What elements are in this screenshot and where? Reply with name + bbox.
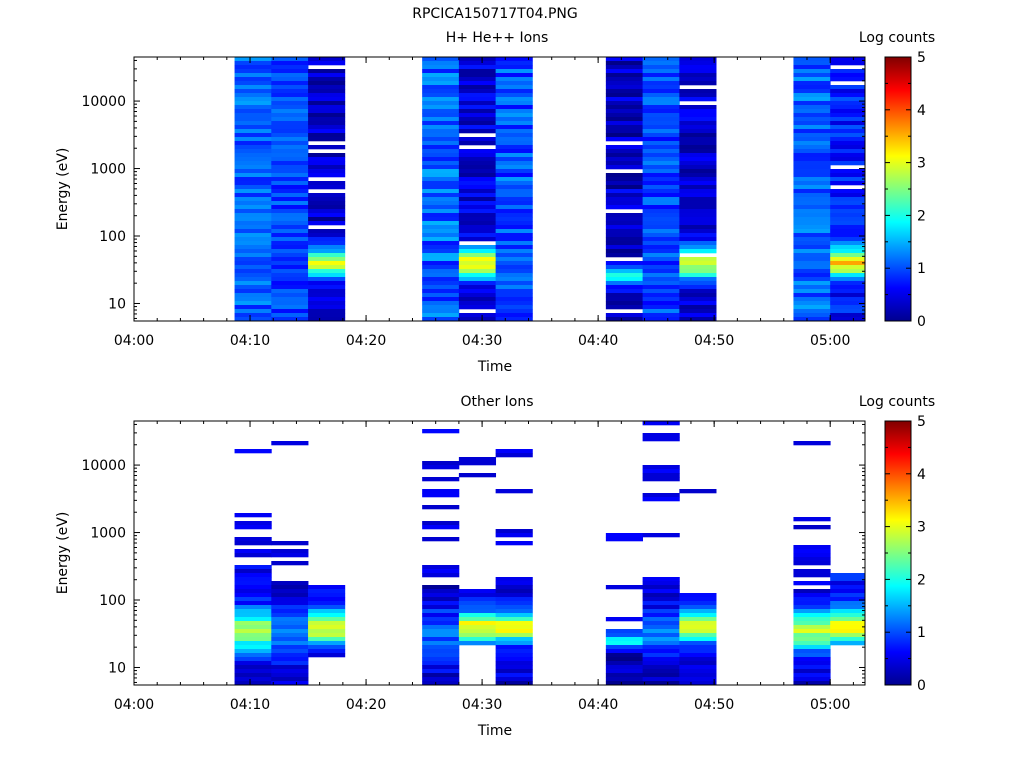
svg-text:1: 1 <box>917 625 926 641</box>
svg-text:5: 5 <box>917 50 926 66</box>
panel-2-energy-sweep-7 <box>605 533 643 685</box>
panel-2-axes: 04:00 04:10 04:20 04:30 04:40 04:50 05:00 10 100… <box>81 421 865 713</box>
panel-1-y-tick-2: 100 <box>99 229 865 245</box>
svg-text:5: 5 <box>917 414 926 430</box>
panel-2-colorbar <box>884 420 912 686</box>
panel-2-colorbar-tick-6: 5 <box>885 414 926 430</box>
panel-1-energy-sweep-11 <box>830 57 865 321</box>
panel-1-energy-sweep-2 <box>271 57 309 321</box>
svg-text:4: 4 <box>917 467 926 483</box>
panel-2-x-tick-3: 04:20 <box>346 421 386 713</box>
svg-text:10000: 10000 <box>81 458 126 474</box>
svg-text:04:40: 04:40 <box>578 333 618 349</box>
panel-1-y-tick-4: 10000 <box>81 94 865 110</box>
svg-text:04:10: 04:10 <box>230 697 270 713</box>
panel-1-colorbar-tick-5: 4 <box>885 103 926 119</box>
panel-2-colorbar-tick-3: 2 <box>885 572 926 588</box>
svg-text:2: 2 <box>917 572 926 588</box>
panel-2-colorbar-tick-1: 0 <box>885 678 926 694</box>
panel-1-axes: 04:00 04:10 04:20 04:30 04:40 04:50 05:00 10 100… <box>81 57 865 349</box>
svg-text:04:00: 04:00 <box>114 333 154 349</box>
svg-text:0: 0 <box>917 314 926 330</box>
svg-text:10000: 10000 <box>81 94 126 110</box>
figure-title: RPCICA150717T04.PNG <box>412 6 577 22</box>
panel-1-colorbar-tick-2: 1 <box>885 261 926 277</box>
svg-text:04:00: 04:00 <box>114 697 154 713</box>
svg-text:04:50: 04:50 <box>694 697 734 713</box>
panel-2-y-tick-2: 100 <box>99 593 865 609</box>
panel-2-energy-sweep-6 <box>495 449 533 685</box>
panel-2-ylabel: Energy (eV) <box>55 512 71 595</box>
panel-2-energy-sweep-4 <box>422 429 460 685</box>
svg-text:100: 100 <box>99 229 126 245</box>
svg-text:2: 2 <box>917 208 926 224</box>
svg-text:100: 100 <box>99 593 126 609</box>
panel-1-spectrogram-cells <box>234 57 865 321</box>
panel-1-title: H+ He++ Ions <box>446 30 549 46</box>
panel-1-colorbar <box>884 56 912 322</box>
panel-1-energy-sweep-6 <box>495 57 533 321</box>
svg-text:1000: 1000 <box>90 162 126 178</box>
svg-text:1000: 1000 <box>90 526 126 542</box>
panel-1-energy-sweep-1 <box>234 57 272 321</box>
svg-text:1: 1 <box>917 261 926 277</box>
panel-2-spectrogram-cells <box>234 421 865 685</box>
panel-1-xlabel: Time <box>477 359 512 375</box>
panel-2-y-tick-4: 10000 <box>81 458 865 474</box>
panel-1-y-tick-3: 1000 <box>90 162 865 178</box>
svg-text:0: 0 <box>917 678 926 694</box>
panel-2-energy-sweep-5 <box>458 457 497 646</box>
panel-2-colorbar-tick-2: 1 <box>885 625 926 641</box>
panel-h-he-ions: H+ He++ Ions Log counts 04:00 04:10 04:20 0… <box>55 30 935 375</box>
panel-1-energy-sweep-7 <box>605 57 643 321</box>
panel-2-energy-sweep-11 <box>830 573 865 646</box>
panel-2-energy-sweep-3 <box>308 585 346 658</box>
svg-text:10: 10 <box>108 660 126 676</box>
panel-1-energy-sweep-10 <box>793 57 831 321</box>
svg-text:10: 10 <box>108 296 126 312</box>
svg-text:3: 3 <box>917 156 926 172</box>
panel-1-colorbar-tick-4: 3 <box>885 156 926 172</box>
panel-1-energy-sweep-9 <box>679 57 717 321</box>
panel-2-y-tick-3: 1000 <box>90 526 865 542</box>
panel-2-energy-sweep-2 <box>271 441 309 685</box>
svg-text:4: 4 <box>917 103 926 119</box>
panel-1-energy-sweep-4 <box>422 57 460 321</box>
svg-text:05:00: 05:00 <box>810 697 850 713</box>
panel-2-colorbar-tick-5: 4 <box>885 467 926 483</box>
svg-text:04:20: 04:20 <box>346 333 386 349</box>
panel-2-energy-sweep-10 <box>793 441 831 685</box>
panel-2-energy-sweep-8 <box>642 421 680 685</box>
panel-1-colorbar-tick-6: 5 <box>885 50 926 66</box>
panel-other-ions: Other Ions Log counts 04:00 04:10 04:20 04:… <box>55 394 935 739</box>
svg-text:05:00: 05:00 <box>810 333 850 349</box>
panel-1-colorbar-tick-1: 0 <box>885 314 926 330</box>
panel-1-energy-sweep-3 <box>308 57 346 321</box>
svg-text:04:40: 04:40 <box>578 697 618 713</box>
panel-1-colorbar-label: Log counts <box>859 30 935 46</box>
svg-text:04:30: 04:30 <box>462 333 502 349</box>
panel-1-y-tick-1: 10 <box>108 296 865 312</box>
panel-1-colorbar-tick-3: 2 <box>885 208 926 224</box>
panel-1-energy-sweep-5 <box>458 57 497 321</box>
panel-2-title: Other Ions <box>460 394 533 410</box>
svg-text:04:30: 04:30 <box>462 697 502 713</box>
panel-1-ylabel: Energy (eV) <box>55 148 71 231</box>
panel-2-colorbar-tick-4: 3 <box>885 520 926 536</box>
svg-text:04:50: 04:50 <box>694 333 734 349</box>
svg-text:3: 3 <box>917 520 926 536</box>
svg-text:04:20: 04:20 <box>346 697 386 713</box>
panel-1-colorbar-ticks: 0 1 2 3 4 5 <box>885 50 926 330</box>
panel-2-y-tick-1: 10 <box>108 660 865 676</box>
panel-2-energy-sweep-1 <box>234 449 272 685</box>
panel-1-x-tick-3: 04:20 <box>346 57 386 349</box>
panel-2-colorbar-label: Log counts <box>859 394 935 410</box>
svg-text:04:10: 04:10 <box>230 333 270 349</box>
panel-2-colorbar-ticks: 0 1 2 3 4 5 <box>885 414 926 694</box>
panel-1-energy-sweep-8 <box>642 57 680 321</box>
panel-2-xlabel: Time <box>477 723 512 739</box>
panel-2-energy-sweep-9 <box>679 489 717 685</box>
